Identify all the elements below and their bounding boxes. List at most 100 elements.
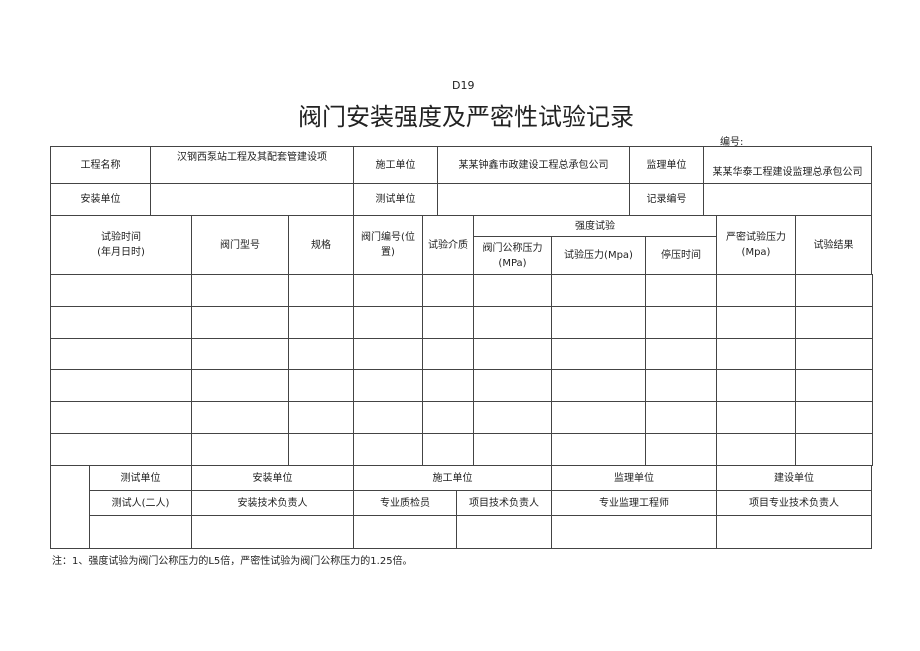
record-no-value	[703, 183, 872, 216]
record-no-label: 记录编号	[629, 183, 704, 216]
sig-cell[interactable]	[456, 515, 552, 549]
header-test-pressure: 试验压力(Mpa)	[551, 236, 646, 275]
table-cell[interactable]	[795, 274, 873, 307]
supervision-unit-value: 某某华泰工程建设监理总承包公司	[703, 146, 872, 184]
table-cell[interactable]	[551, 274, 646, 307]
table-cell[interactable]	[795, 433, 873, 466]
table-cell[interactable]	[353, 369, 423, 402]
table-cell[interactable]	[50, 274, 192, 307]
table-cell[interactable]	[353, 338, 423, 370]
testing-unit-label: 测试单位	[353, 183, 438, 216]
table-cell[interactable]	[191, 274, 289, 307]
table-cell[interactable]	[645, 338, 717, 370]
table-cell[interactable]	[288, 401, 354, 434]
table-cell[interactable]	[191, 369, 289, 402]
table-cell[interactable]	[288, 369, 354, 402]
project-name-label: 工程名称	[50, 146, 151, 184]
table-cell[interactable]	[422, 306, 474, 339]
table-cell[interactable]	[191, 338, 289, 370]
header-hold-time: 停压时间	[645, 236, 717, 275]
table-cell[interactable]	[551, 433, 646, 466]
table-cell[interactable]	[473, 369, 552, 402]
table-cell[interactable]	[50, 433, 192, 466]
supervision-unit-label: 监理单位	[629, 146, 704, 184]
header-tightness-pressure-text: 严密试验压力	[726, 232, 786, 243]
table-cell[interactable]	[288, 306, 354, 339]
table-cell[interactable]	[473, 433, 552, 466]
table-cell[interactable]	[353, 433, 423, 466]
installation-unit-label: 安装单位	[50, 183, 151, 216]
table-cell[interactable]	[716, 274, 796, 307]
table-cell[interactable]	[353, 306, 423, 339]
table-cell[interactable]	[716, 306, 796, 339]
header-result: 试验结果	[795, 215, 872, 275]
sig-role-supervisor: 专业监理工程师	[551, 490, 717, 516]
table-cell[interactable]	[422, 274, 474, 307]
table-cell[interactable]	[288, 433, 354, 466]
table-cell[interactable]	[422, 401, 474, 434]
table-cell[interactable]	[353, 401, 423, 434]
table-cell[interactable]	[795, 338, 873, 370]
table-cell[interactable]	[645, 369, 717, 402]
table-cell[interactable]	[551, 401, 646, 434]
table-cell[interactable]	[716, 369, 796, 402]
table-cell[interactable]	[473, 401, 552, 434]
table-cell[interactable]	[288, 274, 354, 307]
table-cell[interactable]	[422, 338, 474, 370]
sig-unit-testing: 测试单位	[89, 465, 192, 491]
document-code: D19	[452, 79, 475, 92]
table-cell[interactable]	[716, 401, 796, 434]
header-spec: 规格	[288, 215, 354, 275]
header-test-time: 试验时间 (年月日时)	[50, 215, 192, 275]
header-medium: 试验介质	[422, 215, 474, 275]
sig-cell[interactable]	[551, 515, 717, 549]
page-title: 阀门安装强度及严密性试验记录	[298, 103, 634, 131]
table-cell[interactable]	[716, 338, 796, 370]
table-cell[interactable]	[795, 306, 873, 339]
table-cell[interactable]	[795, 369, 873, 402]
table-cell[interactable]	[50, 369, 192, 402]
table-cell[interactable]	[422, 433, 474, 466]
sig-cell[interactable]	[191, 515, 354, 549]
sig-role-owner-tech: 项目专业技术负责人	[716, 490, 872, 516]
header-tightness-pressure-unit: (Mpa)	[741, 247, 771, 258]
table-cell[interactable]	[645, 274, 717, 307]
sig-role-install-tech: 安装技术负责人	[191, 490, 354, 516]
sig-cell[interactable]	[716, 515, 872, 549]
table-cell[interactable]	[716, 433, 796, 466]
table-cell[interactable]	[422, 369, 474, 402]
table-cell[interactable]	[50, 306, 192, 339]
table-cell[interactable]	[50, 338, 192, 370]
header-valve-model: 阀门型号	[191, 215, 289, 275]
table-cell[interactable]	[50, 401, 192, 434]
table-cell[interactable]	[551, 306, 646, 339]
table-cell[interactable]	[551, 338, 646, 370]
sig-unit-owner: 建设单位	[716, 465, 872, 491]
table-cell[interactable]	[473, 306, 552, 339]
table-cell[interactable]	[191, 306, 289, 339]
sig-role-qc: 专业质检员	[353, 490, 457, 516]
testing-unit-value	[437, 183, 630, 216]
table-cell[interactable]	[473, 338, 552, 370]
header-strength-test: 强度试验	[473, 215, 717, 237]
footnote: 注：1、强度试验为阀门公称压力的L5倍，严密性试验为阀门公称压力的1.25倍。	[52, 556, 413, 567]
table-cell[interactable]	[551, 369, 646, 402]
sig-unit-supervision: 监理单位	[551, 465, 717, 491]
table-cell[interactable]	[288, 338, 354, 370]
construction-unit-value: 某某钟鑫市政建设工程总承包公司	[437, 146, 630, 184]
sig-cell[interactable]	[89, 515, 192, 549]
header-valve-no: 阀门编号(位置)	[353, 215, 423, 275]
table-cell[interactable]	[645, 433, 717, 466]
table-cell[interactable]	[645, 401, 717, 434]
signature-side-cell	[50, 465, 90, 549]
table-cell[interactable]	[645, 306, 717, 339]
sig-unit-installation: 安装单位	[191, 465, 354, 491]
sig-cell[interactable]	[353, 515, 457, 549]
sig-unit-construction: 施工单位	[353, 465, 552, 491]
sig-role-project-tech: 项目技术负责人	[456, 490, 552, 516]
table-cell[interactable]	[795, 401, 873, 434]
table-cell[interactable]	[191, 401, 289, 434]
table-cell[interactable]	[353, 274, 423, 307]
table-cell[interactable]	[191, 433, 289, 466]
table-cell[interactable]	[473, 274, 552, 307]
